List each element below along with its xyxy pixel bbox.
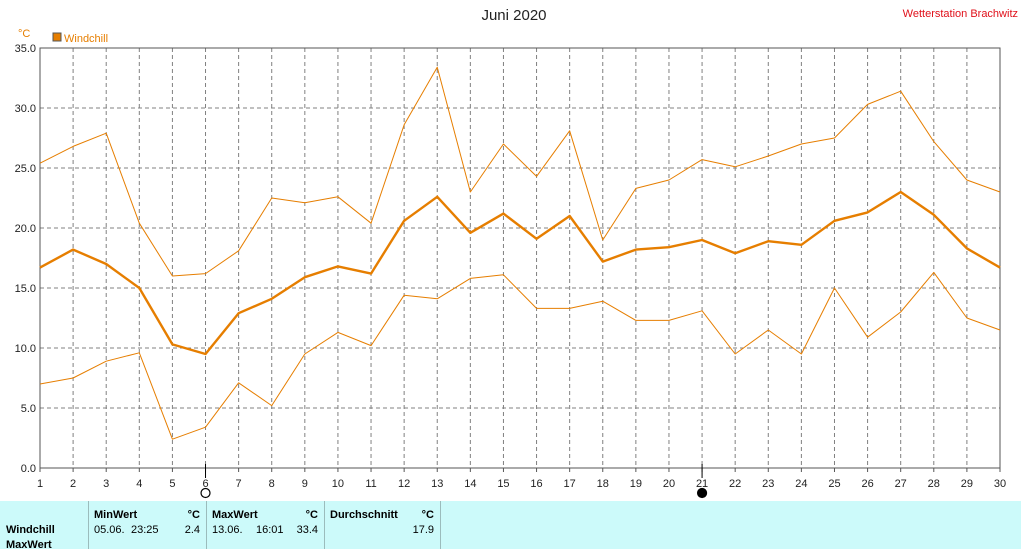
x-tick-label: 3 bbox=[103, 478, 109, 490]
x-tick-label: 20 bbox=[663, 478, 675, 490]
min-time: 23:25 bbox=[131, 524, 159, 536]
y-tick-label: 30.0 bbox=[15, 103, 36, 115]
min-value: 2.4 bbox=[184, 524, 200, 536]
full-moon-icon bbox=[200, 487, 211, 499]
grid bbox=[40, 48, 1000, 468]
min-unit: °C bbox=[187, 509, 200, 521]
y-unit-label: °C bbox=[18, 28, 30, 40]
x-tick-label: 1 bbox=[37, 478, 43, 490]
x-tick-label: 9 bbox=[302, 478, 308, 490]
x-tick-label: 6 bbox=[202, 478, 208, 490]
x-tick-label: 16 bbox=[530, 478, 542, 490]
x-tick-label: 29 bbox=[961, 478, 973, 490]
moon-phases bbox=[200, 464, 708, 499]
y-tick-label: 35.0 bbox=[15, 43, 36, 55]
x-tick-label: 18 bbox=[597, 478, 609, 490]
x-tick-label: 11 bbox=[365, 478, 376, 490]
summary-panel: Windchill MaxWert MinWert °C 05.06. 23:2… bbox=[0, 501, 1021, 551]
max-value: 33.4 bbox=[296, 524, 318, 536]
x-tick-label: 10 bbox=[332, 478, 344, 490]
min-header: MinWert bbox=[94, 509, 138, 521]
series-line-1 bbox=[39, 66, 1001, 277]
y-tick-label: 0.0 bbox=[21, 463, 36, 475]
row-label-windchill: Windchill bbox=[6, 524, 55, 536]
max-column: MaxWert °C 13.06. 16:01 33.4 bbox=[207, 501, 325, 549]
x-tick-label: 22 bbox=[729, 478, 741, 490]
min-column: MinWert °C 05.06. 23:25 2.4 bbox=[89, 501, 207, 549]
x-tick-label: 5 bbox=[169, 478, 175, 490]
row-label-column: Windchill MaxWert bbox=[0, 501, 89, 551]
windchill-chart: Juni 2020 Wetterstation Brachwitz °C Win… bbox=[15, 7, 1018, 499]
y-tick-label: 25.0 bbox=[15, 163, 36, 175]
x-tick-label: 8 bbox=[269, 478, 275, 490]
avg-header: Durchschnitt bbox=[330, 509, 398, 521]
series-lines bbox=[39, 66, 1001, 440]
legend-label: Windchill bbox=[64, 33, 108, 45]
y-tick-label: 10.0 bbox=[15, 343, 36, 355]
x-tick-label: 2 bbox=[70, 478, 76, 490]
series-line-2 bbox=[39, 271, 1001, 440]
x-tick-label: 13 bbox=[431, 478, 443, 490]
x-tick-label: 12 bbox=[398, 478, 410, 490]
plot-frame bbox=[39, 47, 1001, 469]
x-tick-label: 4 bbox=[136, 478, 142, 490]
new-moon-icon bbox=[696, 487, 708, 499]
x-tick-label: 30 bbox=[994, 478, 1006, 490]
x-tick-label: 14 bbox=[464, 478, 476, 490]
x-tick-label: 19 bbox=[630, 478, 642, 490]
station-name: Wetterstation Brachwitz bbox=[903, 8, 1018, 20]
series-line-windchill bbox=[39, 190, 1001, 356]
avg-value: 17.9 bbox=[412, 524, 434, 536]
x-tick-label: 24 bbox=[795, 478, 807, 490]
max-header: MaxWert bbox=[212, 509, 258, 521]
x-tick-label: 27 bbox=[895, 478, 907, 490]
chart-title: Juni 2020 bbox=[481, 7, 546, 24]
avg-unit: °C bbox=[421, 509, 434, 521]
max-time: 16:01 bbox=[256, 524, 284, 536]
x-tick-label: 15 bbox=[497, 478, 509, 490]
x-tick-label: 21 bbox=[696, 478, 708, 490]
x-tick-label: 23 bbox=[762, 478, 774, 490]
max-unit: °C bbox=[305, 509, 318, 521]
row-label-maxwert: MaxWert bbox=[6, 539, 52, 551]
x-tick-label: 25 bbox=[828, 478, 840, 490]
x-axis-ticks: 1 2 3 4 5 6 7 8 9 10 11 12 13 14 15 16 17 18 19 20 21 22 23 24 2… bbox=[37, 468, 1006, 490]
legend-swatch bbox=[52, 32, 62, 42]
x-tick-label: 7 bbox=[236, 478, 242, 490]
avg-column: Durchschnitt °C 17.9 bbox=[325, 501, 441, 549]
y-tick-label: 15.0 bbox=[15, 283, 36, 295]
y-tick-label: 5.0 bbox=[21, 403, 36, 415]
y-axis-ticks: 0.0 5.0 10.0 15.0 20.0 25.0 30.0 35.0 bbox=[15, 43, 36, 475]
max-date: 13.06. bbox=[212, 524, 243, 536]
y-tick-label: 20.0 bbox=[15, 223, 36, 235]
min-date: 05.06. bbox=[94, 524, 125, 536]
x-tick-label: 26 bbox=[861, 478, 873, 490]
x-tick-label: 28 bbox=[928, 478, 940, 490]
x-tick-label: 17 bbox=[564, 478, 576, 490]
